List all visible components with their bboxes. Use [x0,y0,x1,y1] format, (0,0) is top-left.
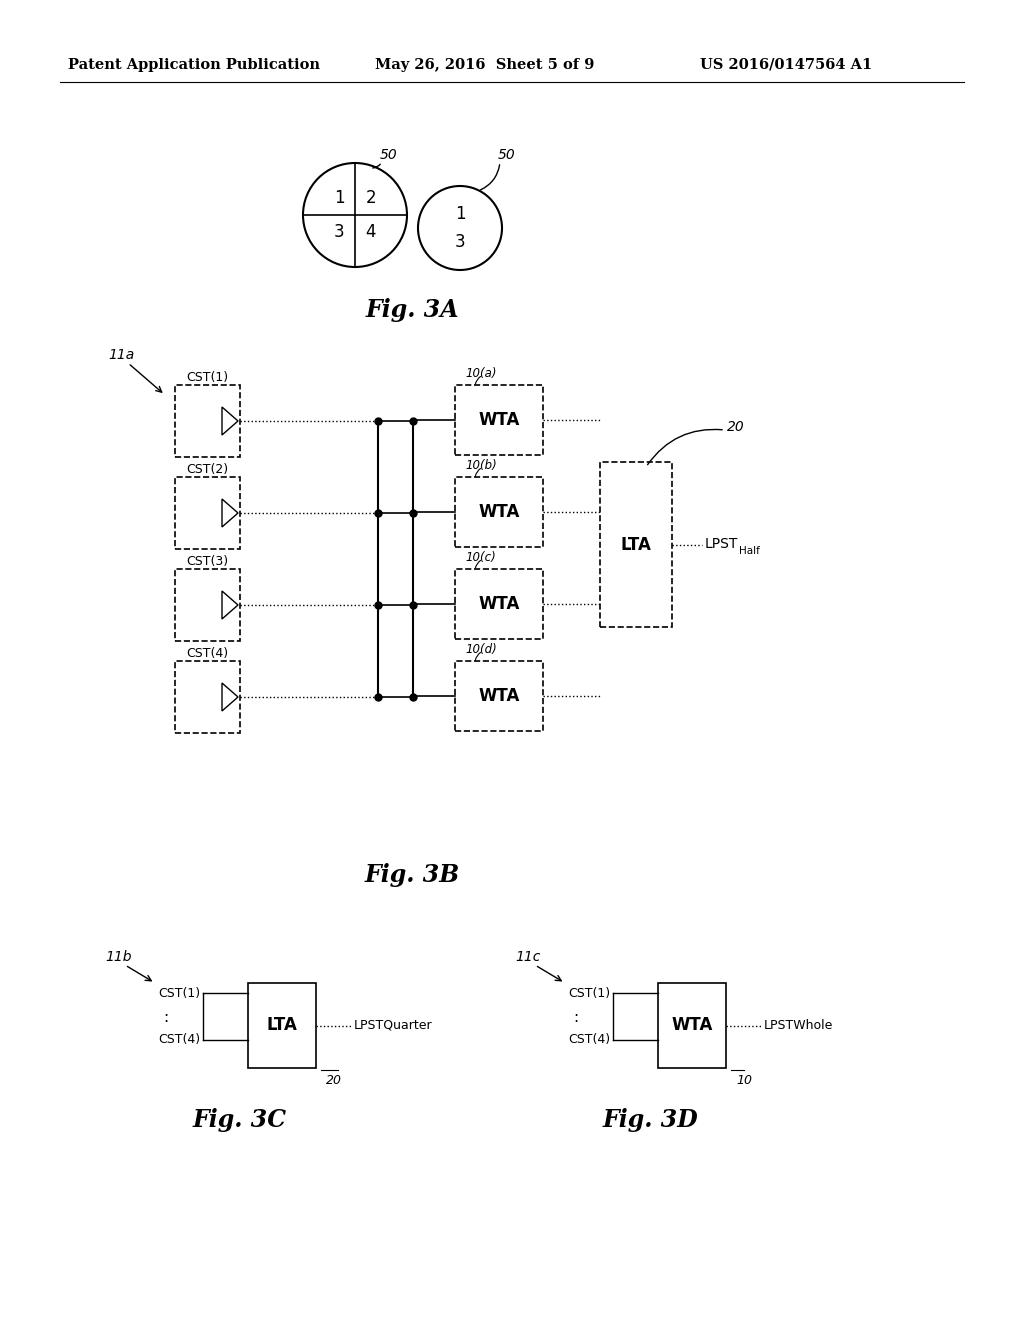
Text: LPSTWhole: LPSTWhole [764,1019,834,1032]
Text: CST(3): CST(3) [186,554,228,568]
Text: 11c: 11c [515,950,541,964]
Text: LPST: LPST [705,537,738,552]
Bar [658,983,726,1068]
Text: 50: 50 [498,148,516,162]
Polygon shape [222,407,238,436]
Text: Patent Application Publication: Patent Application Publication [68,58,319,73]
Text: 10: 10 [736,1073,752,1086]
Text: CST(1): CST(1) [158,986,200,999]
Text: 3: 3 [334,223,344,242]
Text: 11b: 11b [105,950,131,964]
Text: 1: 1 [455,205,465,223]
Text: 11a: 11a [108,348,134,362]
Text: 2: 2 [366,189,376,207]
Text: LPSTQuarter: LPSTQuarter [354,1019,432,1032]
Text: 10(c): 10(c) [465,550,496,564]
Text: CST(1): CST(1) [568,986,610,999]
Polygon shape [222,499,238,527]
Text: CST(4): CST(4) [158,1034,200,1047]
Text: 10(a): 10(a) [465,367,497,380]
Polygon shape [222,591,238,619]
Bar [455,661,543,731]
Text: 1: 1 [334,189,344,207]
Text: May 26, 2016  Sheet 5 of 9: May 26, 2016 Sheet 5 of 9 [375,58,594,73]
Bar [175,477,240,549]
Text: 3: 3 [455,234,465,251]
Text: CST(1): CST(1) [186,371,228,384]
Text: Fig. 3C: Fig. 3C [193,1107,287,1133]
Text: WTA: WTA [478,503,520,521]
Bar [175,569,240,642]
Text: 10(b): 10(b) [465,458,497,471]
Bar [455,477,543,546]
Text: Fig. 3D: Fig. 3D [602,1107,698,1133]
Bar [455,569,543,639]
Text: WTA: WTA [478,686,520,705]
Text: Fig. 3B: Fig. 3B [365,863,460,887]
Text: WTA: WTA [672,1016,713,1035]
Bar [600,462,672,627]
Text: 20: 20 [727,420,744,434]
Text: WTA: WTA [478,411,520,429]
Text: CST(4): CST(4) [568,1034,610,1047]
Text: :: : [163,1010,168,1024]
Bar [175,661,240,733]
Text: WTA: WTA [478,595,520,612]
Text: 4: 4 [366,223,376,242]
Bar [175,385,240,457]
Text: 10(d): 10(d) [465,643,497,656]
Text: LTA: LTA [621,536,651,553]
Text: CST(2): CST(2) [186,462,228,475]
Bar [455,385,543,455]
Text: LTA: LTA [266,1016,297,1035]
Text: Half: Half [739,545,760,556]
Text: :: : [573,1010,579,1024]
Text: 20: 20 [326,1073,342,1086]
Text: Fig. 3A: Fig. 3A [366,298,459,322]
Bar [248,983,316,1068]
Text: CST(4): CST(4) [186,647,228,660]
Polygon shape [222,682,238,711]
Text: 50: 50 [380,148,397,162]
Text: US 2016/0147564 A1: US 2016/0147564 A1 [700,58,872,73]
